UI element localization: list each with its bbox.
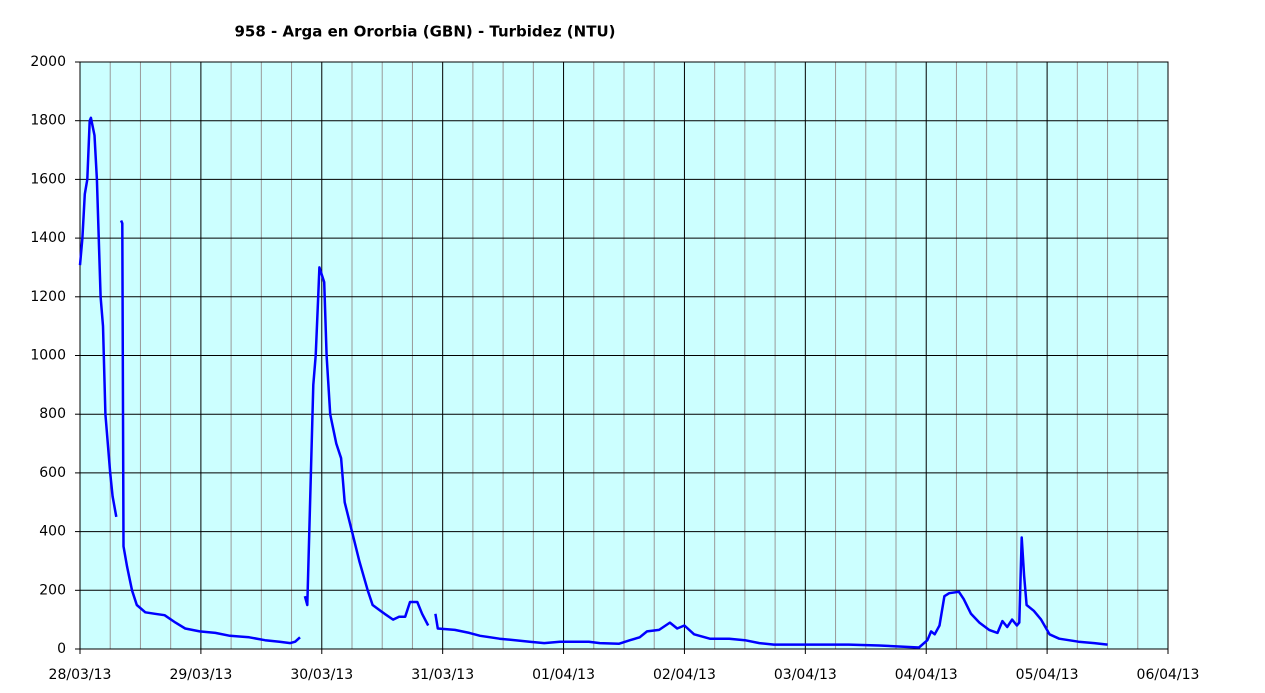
y-tick-label: 1000: [30, 348, 66, 364]
x-tick-label: 29/03/13: [169, 667, 232, 683]
y-tick-label: 200: [39, 582, 66, 598]
x-tick-label: 01/04/13: [532, 667, 595, 683]
x-tick-label: 04/04/13: [895, 667, 958, 683]
y-tick-label: 800: [39, 406, 66, 422]
x-tick-label: 05/04/13: [1016, 667, 1079, 683]
y-tick-label: 1800: [30, 113, 66, 129]
grid: [75, 61, 1169, 654]
y-tick-label: 1400: [30, 230, 66, 246]
x-tick-label: 02/04/13: [653, 667, 716, 683]
x-tick-label: 03/04/13: [774, 667, 837, 683]
y-tick-label: 2000: [30, 54, 66, 70]
chart-title: 958 - Arga en Ororbia (GBN) - Turbidez (…: [235, 23, 616, 41]
y-tick-label: 600: [39, 465, 66, 481]
y-tick-label: 400: [39, 524, 66, 540]
data-line: [78, 116, 1108, 649]
y-tick-label: 1600: [30, 171, 66, 187]
x-tick-label: 31/03/13: [411, 667, 474, 683]
marks: [78, 116, 1108, 649]
y-tick-label: 0: [57, 641, 66, 657]
x-tick-label: 30/03/13: [290, 667, 353, 683]
y-tick-label: 1200: [30, 289, 66, 305]
x-tick-label: 06/04/13: [1137, 667, 1200, 683]
x-tick-label: 28/03/13: [49, 667, 112, 683]
